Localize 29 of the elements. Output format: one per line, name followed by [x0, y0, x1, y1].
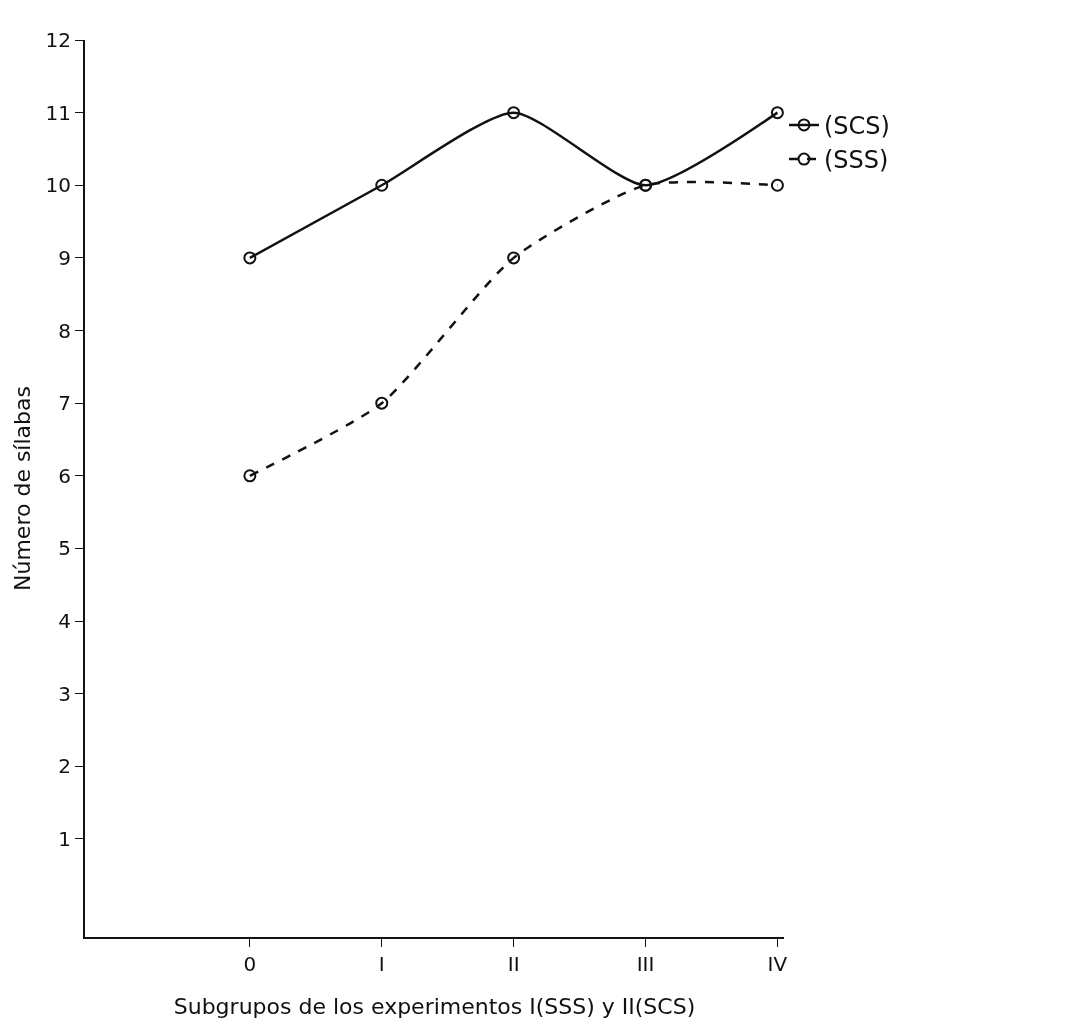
x-tick-label: IV	[767, 952, 788, 976]
point	[375, 396, 389, 410]
legend-label: (SSS)	[824, 146, 889, 175]
y-tick-label: 6	[58, 463, 71, 488]
x-axis-title: Subgrupos de los experimentos I(SSS) y II(SCS)	[173, 994, 696, 1019]
x-tick-label: II	[507, 952, 520, 976]
y-tick-label: 2	[58, 754, 71, 779]
x-tick-label: I	[378, 952, 385, 976]
point	[507, 251, 521, 265]
point	[243, 251, 257, 265]
y-tick-label: 8	[58, 318, 71, 343]
y-tick-label: 5	[58, 536, 71, 561]
legend-label: (SCS)	[824, 112, 890, 141]
y-tick-label: 1	[58, 826, 71, 851]
x-tick-label: III	[636, 952, 655, 976]
y-tick-label: 3	[58, 681, 71, 706]
y-tick-label: 12	[45, 28, 71, 52]
point	[507, 106, 521, 120]
point	[770, 178, 784, 192]
y-tick-label: 10	[45, 173, 71, 198]
y-tick-label: 4	[58, 609, 71, 634]
point	[375, 178, 389, 192]
y-tick-label: 7	[58, 391, 71, 416]
y-axis-title: Número de sílabas	[10, 386, 35, 591]
x-tick-label: 0	[243, 952, 257, 976]
point	[243, 469, 257, 483]
y-tick-label: 9	[58, 245, 71, 270]
y-tick-label: 11	[45, 100, 71, 125]
point	[770, 106, 784, 120]
